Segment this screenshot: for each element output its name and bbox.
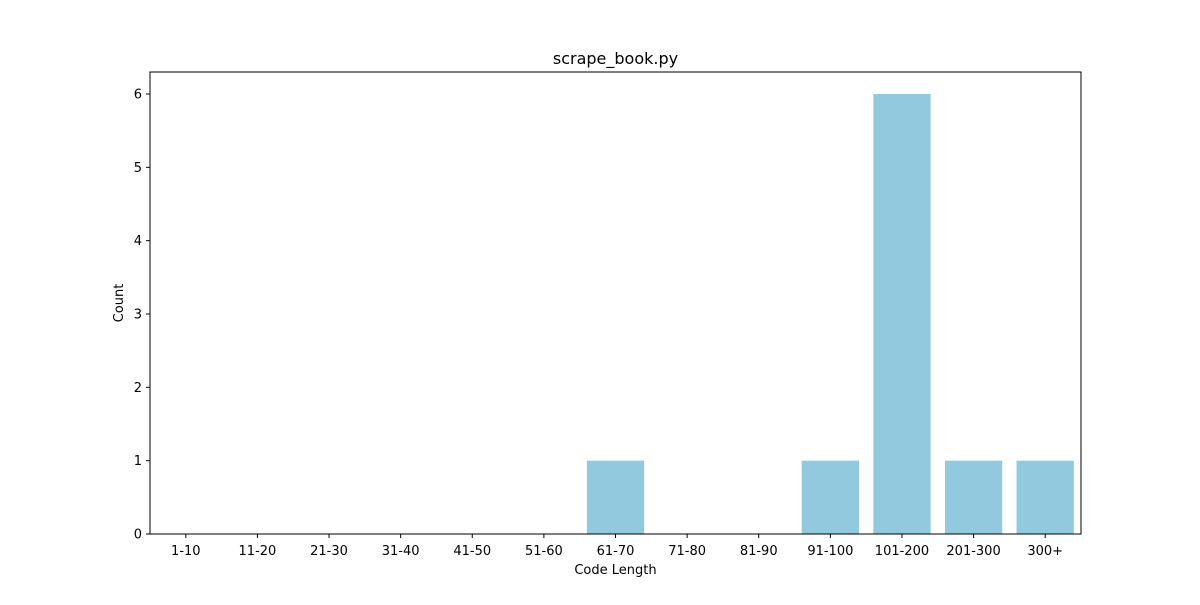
bar-91-100 bbox=[801, 460, 859, 534]
y-tick-label: 2 bbox=[134, 381, 142, 396]
x-tick-label: 81-90 bbox=[740, 544, 778, 559]
y-tick-label: 0 bbox=[134, 528, 142, 543]
x-axis: 1-10 11-20 21-30 31-40 41-50 51-60 61-70 71-80 8… bbox=[171, 534, 1063, 559]
y-tick-label: 5 bbox=[134, 161, 142, 176]
bar-61-70 bbox=[586, 460, 645, 534]
bar-201-300 bbox=[944, 460, 1003, 534]
bar-300+ bbox=[1016, 460, 1074, 534]
chart-title: scrape_book.py bbox=[553, 49, 678, 69]
x-tick-label: 71-80 bbox=[668, 544, 706, 559]
bar-101-200 bbox=[873, 94, 931, 534]
x-axis-label: Code Length bbox=[574, 563, 656, 578]
y-tick-label: 3 bbox=[134, 308, 142, 323]
x-tick-label: 1-10 bbox=[171, 544, 201, 559]
x-tick-label: 201-300 bbox=[946, 544, 1000, 559]
x-tick-label: 11-20 bbox=[239, 544, 277, 559]
y-axis-label: Count bbox=[112, 284, 127, 323]
x-tick-label: 61-70 bbox=[597, 544, 635, 559]
y-tick-label: 6 bbox=[134, 88, 142, 103]
x-tick-label: 300+ bbox=[1027, 544, 1063, 559]
bars-layer bbox=[586, 94, 1074, 534]
x-tick-label: 101-200 bbox=[875, 544, 929, 559]
x-tick-label: 91-100 bbox=[807, 544, 853, 559]
x-tick-label: 21-30 bbox=[310, 544, 348, 559]
x-tick-label: 51-60 bbox=[525, 544, 563, 559]
x-tick-label: 31-40 bbox=[382, 544, 420, 559]
y-tick-label: 4 bbox=[134, 234, 142, 249]
y-axis: 0 1 2 3 4 5 6 bbox=[134, 88, 150, 543]
x-tick-label: 41-50 bbox=[453, 544, 491, 559]
plot-frame bbox=[149, 71, 1082, 535]
y-tick-label: 1 bbox=[134, 454, 142, 469]
